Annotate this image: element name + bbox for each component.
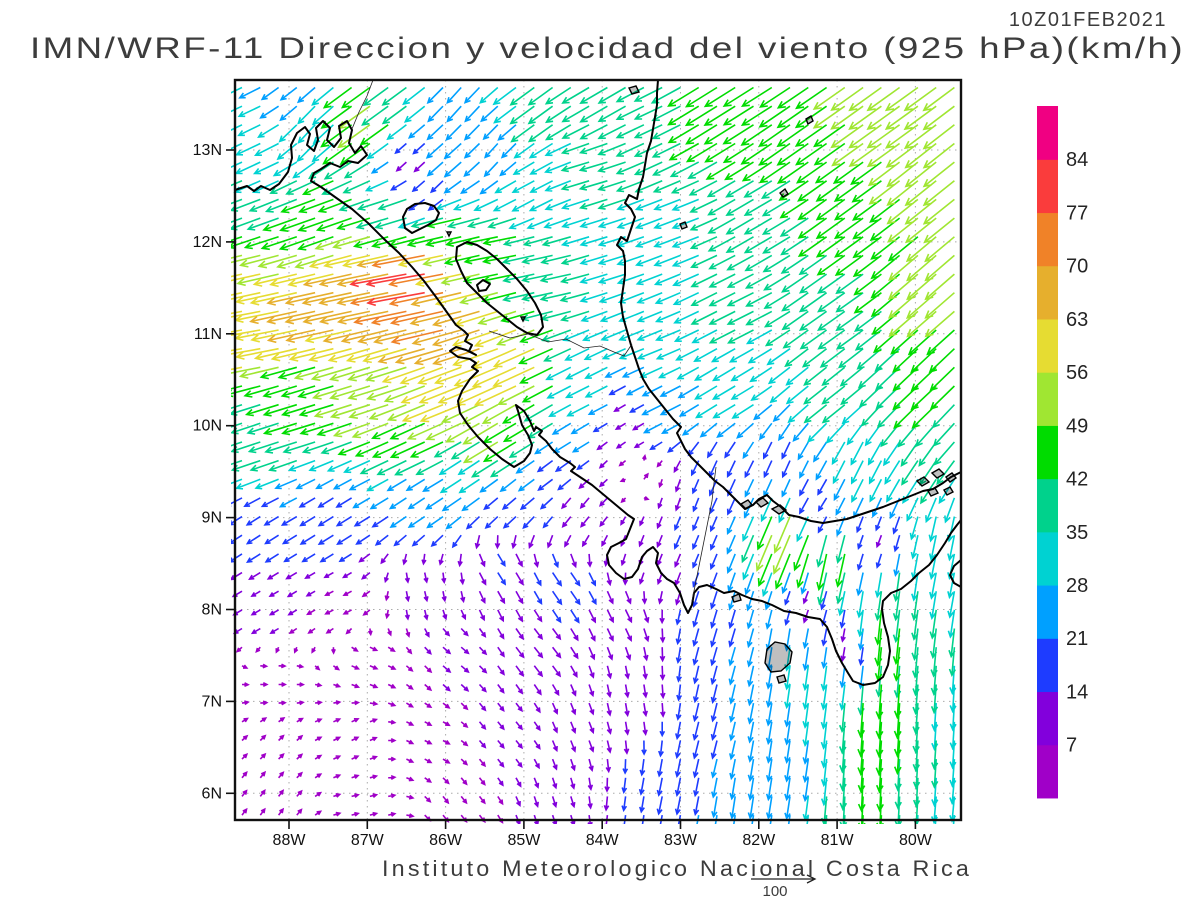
colorbar-segment [1037, 372, 1058, 426]
lat-tick-label: 8N [202, 602, 222, 619]
island [779, 187, 789, 198]
colorbar-tick-label: 14 [1066, 681, 1088, 703]
colorbar-segment [1037, 691, 1058, 746]
lat-tick-label: 12N [193, 234, 222, 251]
lon-tick-label: 82W [742, 832, 776, 849]
colorbar-tick-label: 84 [1066, 149, 1088, 171]
lat-tick-label: 10N [193, 418, 222, 435]
colorbar-segment [1037, 425, 1058, 480]
island [805, 114, 814, 126]
coastline [402, 202, 440, 234]
colorbar-tick-label: 56 [1066, 362, 1088, 384]
lon-tick-label: 84W [586, 832, 620, 849]
lon-tick-label: 83W [664, 832, 698, 849]
island [627, 85, 641, 95]
wind-vector-arrows [231, 86, 957, 824]
coastline [234, 120, 962, 686]
coastline [949, 559, 962, 588]
island [679, 221, 688, 230]
arrow-speed-bin-2 [231, 142, 901, 824]
colorbar-segment [1037, 531, 1058, 586]
arrow-speed-bin-3 [238, 86, 901, 824]
island [764, 641, 793, 673]
coastline [616, 79, 962, 524]
colorbar-segment [1037, 478, 1058, 533]
lat-tick-label: 6N [202, 785, 222, 802]
arrow-speed-bin-0 [235, 454, 664, 824]
colorbar-segment [1037, 584, 1058, 639]
colorbar-tick-label: 77 [1066, 202, 1088, 224]
colorbar-segment [1037, 744, 1058, 799]
arrow-speed-bin-1 [231, 161, 883, 824]
arrow-speed-bin-8 [231, 254, 535, 423]
coastline [455, 241, 544, 336]
coastline-layer [234, 79, 962, 686]
reference-arrow [751, 874, 817, 884]
country-border [488, 330, 633, 357]
lon-tick-label: 85W [507, 832, 541, 849]
coastline [476, 279, 491, 292]
lat-tick-label: 9N [202, 510, 222, 527]
run-timestamp: 10Z01FEB2021 [1009, 9, 1167, 31]
lat-tick-label: 13N [193, 142, 222, 159]
axis-ticks [226, 149, 917, 829]
colorbar-tick-label: 35 [1066, 522, 1088, 544]
colorbar-tick-label: 28 [1066, 575, 1088, 597]
lon-tick-label: 88W [273, 832, 307, 849]
island [731, 593, 742, 603]
island [739, 499, 754, 510]
map-frame [233, 78, 963, 822]
colorbar-tick-label: 42 [1066, 469, 1088, 491]
arrow-speed-bin-10 [349, 254, 444, 345]
lon-tick-label: 87W [351, 832, 385, 849]
credit-text: Instituto Meteorologico Nacional Costa R… [382, 856, 972, 881]
lat-tick-label: 7N [202, 693, 222, 710]
speed-colorbar: 84 77 70 63 56 49 42 35 28 21 14 7 [1037, 106, 1088, 799]
island [944, 472, 958, 483]
colorbar-tick-label: 7 [1066, 735, 1077, 757]
colorbar-tick-label: 49 [1066, 415, 1088, 437]
plot-title: IMN/WRF-11 Direccion y velocidad del vie… [30, 32, 1185, 65]
island [915, 476, 931, 487]
island [930, 468, 946, 479]
island [519, 316, 527, 323]
island [926, 487, 940, 497]
colorbar-tick-label: 21 [1066, 628, 1088, 650]
lat-tick-label: 11N [194, 326, 222, 343]
colorbar-segment [1037, 106, 1058, 160]
colorbar-segment [1037, 159, 1058, 214]
colorbar-segment [1037, 318, 1058, 373]
colorbar-tick-label: 70 [1066, 256, 1088, 278]
colorbar-segment [1037, 265, 1058, 320]
lon-tick-label: 80W [899, 832, 933, 849]
colorbar-segment [1037, 638, 1058, 693]
arrow-speed-bin-7 [231, 86, 955, 575]
lon-tick-label: 86W [429, 832, 463, 849]
colorbar-tick-label: 63 [1066, 309, 1088, 331]
country-border [691, 466, 717, 602]
reference-value: 100 [762, 883, 787, 900]
colorbar-segment [1037, 212, 1058, 267]
island [445, 231, 453, 238]
island [943, 486, 954, 496]
country-border [351, 79, 374, 130]
arrow-speed-bin-5 [231, 86, 956, 824]
arrow-speed-bin-11 [349, 273, 425, 307]
island [754, 497, 770, 508]
arrow-speed-bin-4 [231, 86, 957, 824]
island [776, 674, 787, 684]
island [770, 504, 788, 515]
axis-labels: 88W 87W 86W 85W 84W 83W 82W 81W 80W 13N 12N 11N 10N 9… [193, 142, 933, 849]
lon-tick-label: 81W [821, 832, 855, 849]
